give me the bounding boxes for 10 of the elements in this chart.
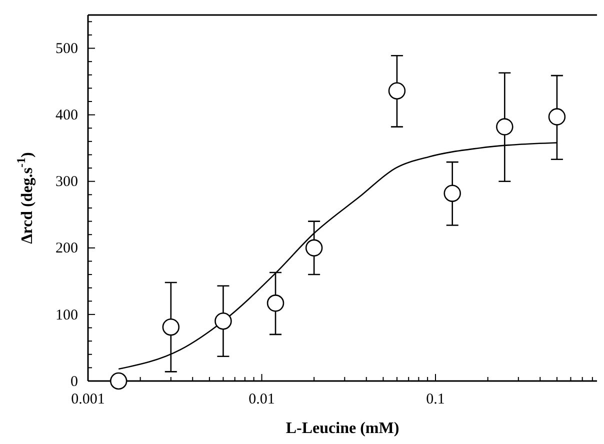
x-tick-label: 0.001 bbox=[71, 392, 105, 408]
y-tick-label: 500 bbox=[56, 41, 78, 58]
y-tick-label: 300 bbox=[56, 174, 78, 190]
y-tick-label: 100 bbox=[56, 307, 78, 324]
y-tick-label: 200 bbox=[56, 240, 78, 257]
x-tick-label: 0.01 bbox=[248, 392, 275, 408]
x-axis-title: L-Leucine (mM) bbox=[286, 420, 400, 437]
y-tick-label: 400 bbox=[56, 108, 78, 124]
y-tick-label: 0 bbox=[70, 374, 78, 390]
x-tick-label: 0.1 bbox=[426, 392, 445, 408]
